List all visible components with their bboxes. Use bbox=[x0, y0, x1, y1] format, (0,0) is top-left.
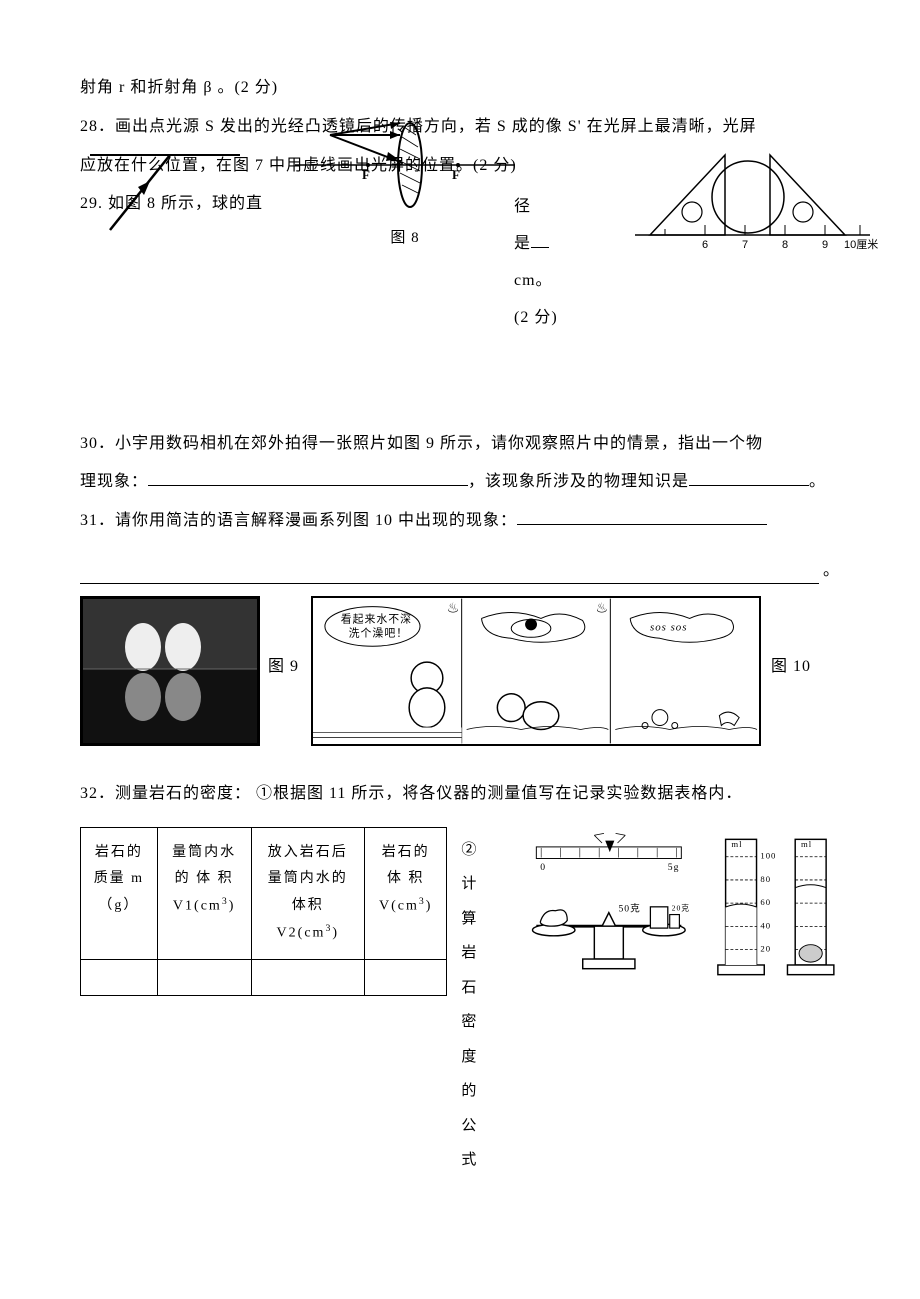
q29-right-col: 径 是 cm。 (2 分) bbox=[514, 189, 558, 336]
svg-text:80: 80 bbox=[761, 874, 772, 884]
balance-figure: 0 5g 50克 20克 bbox=[517, 827, 701, 977]
side-column: ② 计 算 岩 石 密 度 的 公 式 bbox=[461, 827, 502, 1178]
svg-text:F: F bbox=[452, 167, 461, 182]
data-table: 岩石的质量 m（g） 量筒内水的 体 积 V1(cm3) 放入岩石后量筒内水的体… bbox=[80, 827, 447, 996]
svg-text:看起来水不深: 看起来水不深 bbox=[341, 612, 412, 626]
q29-r3: cm。 bbox=[514, 263, 558, 300]
fig9-caption: 图 9 bbox=[268, 649, 299, 686]
q29-r4: (2 分) bbox=[514, 300, 558, 337]
svg-text:ml: ml bbox=[801, 839, 812, 849]
q31-line: 31．请你用简洁的语言解释漫画系列图 10 中出现的现象： bbox=[80, 503, 840, 540]
q30-line2: 理现象：，该现象所涉及的物理知识是。 bbox=[80, 464, 840, 501]
comic-image: 看起来水不深 洗个澡吧！ ♨ ♨ sos sos bbox=[311, 596, 761, 746]
svg-text:20克: 20克 bbox=[671, 904, 689, 913]
cell-v1[interactable] bbox=[157, 959, 251, 995]
th-v2: 放入岩石后量筒内水的体积V2(cm3) bbox=[251, 827, 364, 959]
fig10-caption: 图 10 bbox=[771, 649, 811, 686]
svg-text:8: 8 bbox=[782, 239, 788, 251]
th-v: 岩石的体 积 V(cm3) bbox=[365, 827, 447, 959]
svg-text:0: 0 bbox=[540, 862, 546, 873]
svg-text:sos sos: sos sos bbox=[650, 621, 688, 633]
svg-text:F: F bbox=[362, 167, 371, 182]
lens-figure: F F bbox=[290, 115, 520, 215]
svg-text:♨: ♨ bbox=[447, 602, 460, 617]
svg-text:40: 40 bbox=[761, 920, 772, 930]
svg-text:9: 9 bbox=[822, 239, 828, 251]
svg-text:洗个澡吧！: 洗个澡吧！ bbox=[349, 626, 408, 639]
svg-text:50克: 50克 bbox=[618, 904, 640, 915]
cell-v2[interactable] bbox=[251, 959, 364, 995]
svg-text:ml: ml bbox=[732, 839, 743, 849]
ruler-diagram: 6 7 8 9 10厘米 bbox=[630, 145, 880, 270]
full-blank-end: 。 bbox=[823, 553, 840, 590]
cylinder-figure: ml 100 80 60 40 20 ml bbox=[714, 827, 840, 987]
th-v1: 量筒内水的 体 积 V1(cm3) bbox=[157, 827, 251, 959]
image-row: 图 9 看起来水不深 洗个澡吧！ ♨ ♨ sos sos bbox=[80, 596, 840, 746]
q32-line: 32．测量岩石的密度： ①根据图 11 所示，将各仪器的测量值写在记录实验数据表… bbox=[80, 776, 840, 813]
svg-text:60: 60 bbox=[761, 897, 772, 907]
cell-mass[interactable] bbox=[81, 959, 158, 995]
full-blank-line bbox=[80, 556, 819, 584]
q30-line1: 30．小宇用数码相机在郊外拍得一张照片如图 9 所示，请你观察照片中的情景，指出… bbox=[80, 426, 840, 463]
svg-text:6: 6 bbox=[702, 239, 708, 251]
q29-r1: 径 bbox=[514, 189, 558, 226]
q27-tail: 射角 r 和折射角 β 。(2 分) bbox=[80, 70, 840, 107]
th-mass: 岩石的质量 m（g） bbox=[81, 827, 158, 959]
svg-text:100: 100 bbox=[761, 851, 777, 861]
fig8-caption: 图 8 bbox=[390, 221, 419, 256]
svg-text:5g: 5g bbox=[667, 862, 679, 873]
refraction-figure bbox=[80, 115, 250, 235]
table-row: 岩石的质量 m（g） 量筒内水的 体 积 V1(cm3) 放入岩石后量筒内水的体… bbox=[80, 827, 840, 1178]
fig9-image bbox=[80, 596, 260, 746]
svg-text:7: 7 bbox=[742, 239, 748, 251]
q29-r2: 是 bbox=[514, 226, 558, 263]
cell-v[interactable] bbox=[365, 959, 447, 995]
svg-text:10厘米: 10厘米 bbox=[844, 238, 878, 251]
svg-text:20: 20 bbox=[761, 943, 772, 953]
svg-text:♨: ♨ bbox=[595, 602, 608, 617]
